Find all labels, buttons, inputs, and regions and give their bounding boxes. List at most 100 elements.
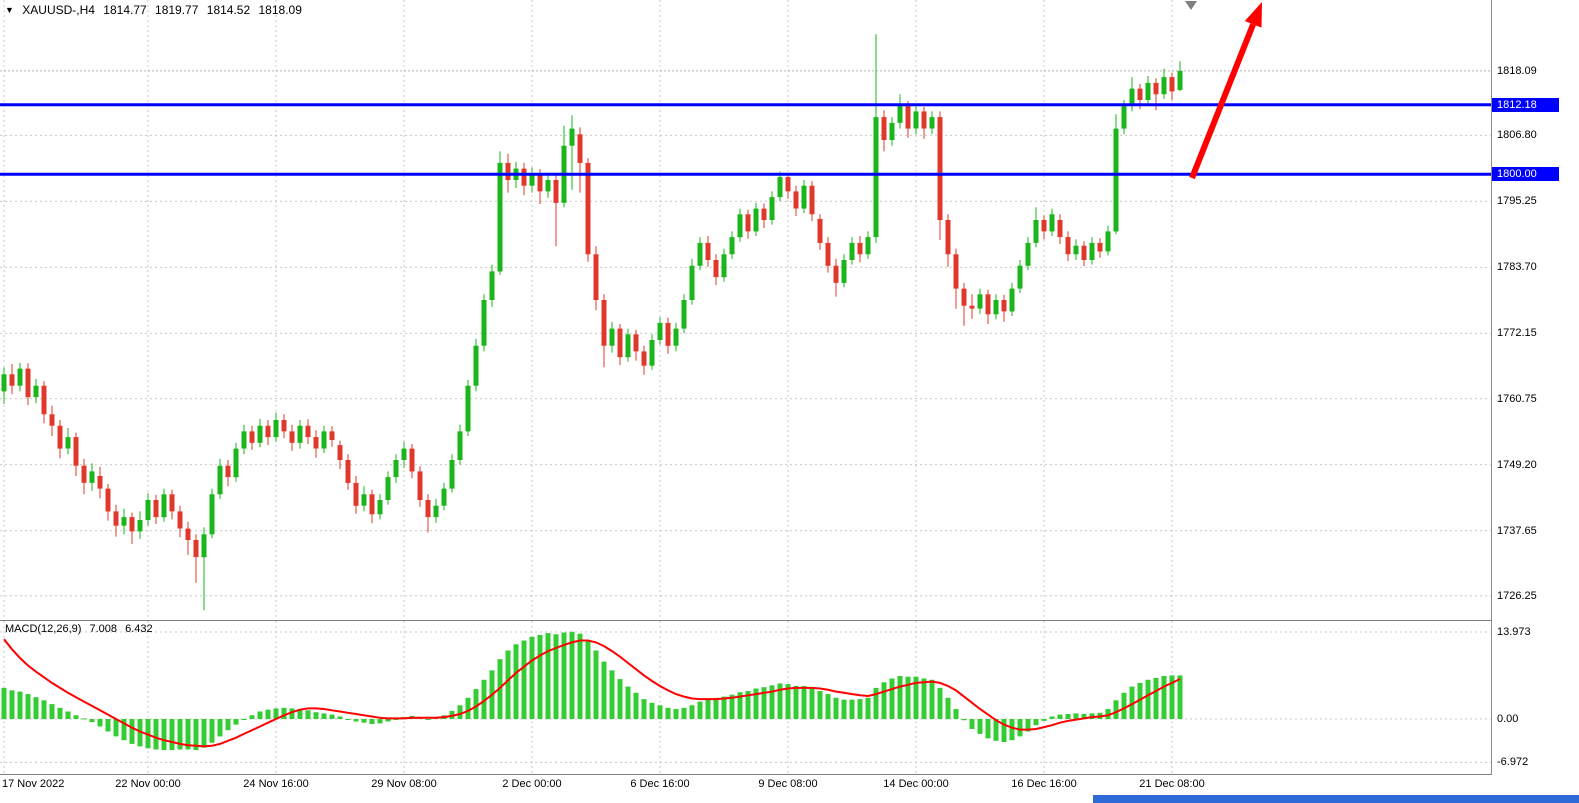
macd-histogram-bar [1033, 719, 1039, 726]
chart-shift-marker-icon [1185, 1, 1197, 10]
candle [897, 105, 903, 123]
candle [641, 351, 647, 366]
macd-histogram-bar [481, 679, 487, 719]
candle [929, 117, 935, 129]
macd-histogram-bar [9, 690, 15, 719]
candle [1073, 245, 1079, 255]
macd-histogram-bar [361, 719, 367, 723]
trend-arrow-annotation[interactable] [1189, 23, 1256, 180]
candle [1153, 82, 1159, 95]
candle [1025, 242, 1031, 266]
macd-histogram-bar [657, 705, 663, 719]
macd-histogram-bar [353, 719, 359, 722]
macd-histogram-bar [41, 700, 47, 719]
time-axis[interactable]: 17 Nov 2022 22 Nov 00:00 24 Nov 16:00 29 No… [0, 775, 1579, 795]
candle [201, 534, 207, 558]
candle [801, 185, 807, 209]
macd-histogram-bar [1113, 700, 1119, 719]
macd-histogram-bar [457, 705, 463, 719]
macd-histogram-bar [1137, 682, 1143, 719]
chart-dropdown-icon[interactable]: ▼ [5, 5, 14, 15]
macd-histogram-bar [465, 697, 471, 719]
candle [721, 254, 727, 278]
candle [65, 437, 71, 449]
candle [961, 288, 967, 306]
candle [1169, 77, 1175, 92]
candle [1009, 288, 1015, 312]
macd-indicator-pane[interactable]: MACD(12,26,9) 7.008 6.432 [0, 621, 1491, 775]
macd-tick-label: -6.972 [1497, 756, 1529, 769]
candle [409, 448, 415, 472]
candle [289, 431, 295, 443]
candle [1081, 245, 1087, 260]
macd-histogram-bar [217, 719, 223, 737]
candle [417, 471, 423, 500]
price-chart-pane[interactable]: ▼ XAUUSD-,H4 1814.77 1819.77 1814.52 181… [0, 0, 1491, 621]
candle [265, 425, 271, 438]
macd-histogram-bar [1177, 675, 1183, 719]
macd-histogram-bar [537, 634, 543, 719]
macd-histogram-bar [985, 719, 991, 739]
macd-signal-value: 6.432 [125, 623, 153, 635]
macd-histogram-bar [1081, 714, 1087, 719]
candle [521, 168, 527, 186]
macd-histogram-bar [265, 709, 271, 719]
symbol-period-label: XAUUSD-,H4 [22, 3, 95, 17]
macd-histogram-bar [97, 719, 103, 727]
candle [545, 180, 551, 192]
candle [1001, 300, 1007, 312]
macd-histogram-bar [577, 633, 583, 719]
macd-histogram-bar [1161, 676, 1167, 719]
macd-histogram-bar [81, 718, 87, 720]
candle [49, 414, 55, 426]
hline-price-tag: 1812.18 [1492, 97, 1559, 112]
macd-histogram-bar [193, 719, 199, 751]
macd-histogram-bar [625, 686, 631, 719]
price-tick-label: 1795.25 [1497, 195, 1537, 208]
price-tick-label: 1772.15 [1497, 327, 1537, 340]
candle [585, 162, 591, 255]
macd-histogram-bar [817, 691, 823, 719]
macd-histogram-bar [553, 634, 559, 719]
candle [185, 528, 191, 540]
macd-histogram-bar [569, 631, 575, 719]
candle [361, 494, 367, 506]
macd-histogram-bar [257, 711, 263, 719]
candle [257, 425, 263, 443]
macd-histogram-bar [169, 719, 175, 751]
candle [153, 500, 159, 518]
candle [145, 500, 151, 520]
macd-histogram-bar [513, 644, 519, 719]
candle [273, 420, 279, 438]
candle [777, 177, 783, 198]
macd-histogram-bar [1145, 679, 1151, 719]
candle [761, 208, 767, 220]
macd-histogram-bar [1129, 686, 1135, 719]
candle [1, 374, 7, 392]
macd-histogram-bar [897, 676, 903, 719]
macd-histogram-bar [769, 685, 775, 719]
macd-histogram-bar [961, 719, 967, 721]
candle [1033, 220, 1039, 243]
time-axis-label: 24 Nov 16:00 [243, 778, 309, 790]
macd-histogram-bar [705, 699, 711, 719]
candle [1161, 77, 1167, 95]
macd-histogram-bar [857, 699, 863, 719]
macd-histogram-bar [697, 701, 703, 719]
macd-histogram-bar [161, 719, 167, 751]
macd-canvas[interactable] [0, 621, 1491, 774]
macd-histogram-bar [641, 699, 647, 719]
hline-price-tag: 1800.00 [1492, 167, 1559, 182]
trend-arrow-head[interactable] [1244, 2, 1262, 28]
macd-histogram-bar [33, 697, 39, 719]
macd-histogram-bar [345, 719, 351, 720]
candle [161, 494, 167, 518]
macd-histogram-bar [57, 707, 63, 719]
time-axis-label: 14 Dec 00:00 [883, 778, 949, 790]
price-chart-canvas[interactable] [0, 0, 1491, 620]
candle [1113, 128, 1119, 232]
candle [873, 117, 879, 238]
price-axis[interactable]: 1806.80 1795.25 1783.70 1772.15 1760.75 1749.… [1491, 0, 1579, 775]
macd-histogram-bar [241, 719, 247, 720]
candle [329, 431, 335, 440]
